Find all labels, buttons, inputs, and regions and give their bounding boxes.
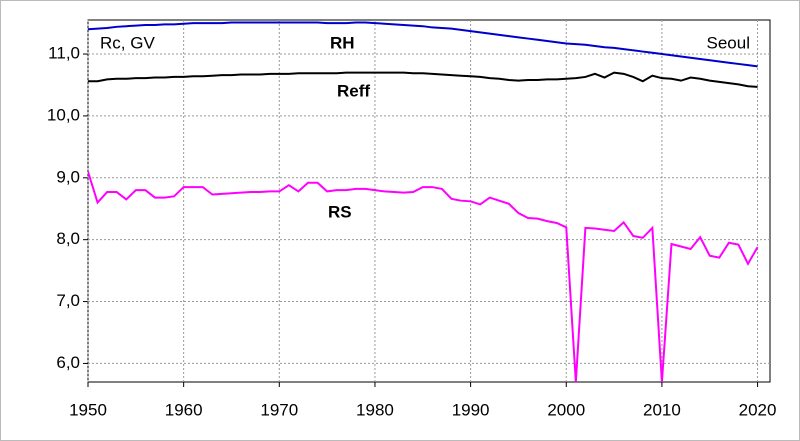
series-line — [88, 71, 758, 88]
x-tick-label: 1950 — [69, 400, 107, 419]
x-tick-label: 2010 — [643, 400, 681, 419]
annotation: Seoul — [707, 33, 750, 52]
series-label: RH — [330, 33, 355, 52]
x-tick-label: 1980 — [356, 400, 394, 419]
plot-lines — [88, 21, 759, 382]
x-tick-label: 1960 — [165, 400, 203, 419]
y-tick-label: 8,0 — [56, 229, 80, 248]
series-label: RS — [328, 202, 352, 221]
series-label: Reff — [337, 81, 370, 100]
annotation: Rc, GV — [100, 33, 155, 52]
x-tick-label: 2000 — [547, 400, 585, 419]
series-line — [88, 21, 758, 68]
x-tick-label: 1970 — [260, 400, 298, 419]
y-tick-label: 6,0 — [56, 353, 80, 372]
x-tick-label: 2020 — [739, 400, 777, 419]
y-tick-label: 9,0 — [56, 167, 80, 186]
y-tick-label: 7,0 — [56, 291, 80, 310]
x-tick-label: 1990 — [452, 400, 490, 419]
y-tick-label: 10,0 — [47, 105, 80, 124]
series-line — [88, 171, 759, 382]
y-tick-label: 11,0 — [48, 44, 80, 63]
